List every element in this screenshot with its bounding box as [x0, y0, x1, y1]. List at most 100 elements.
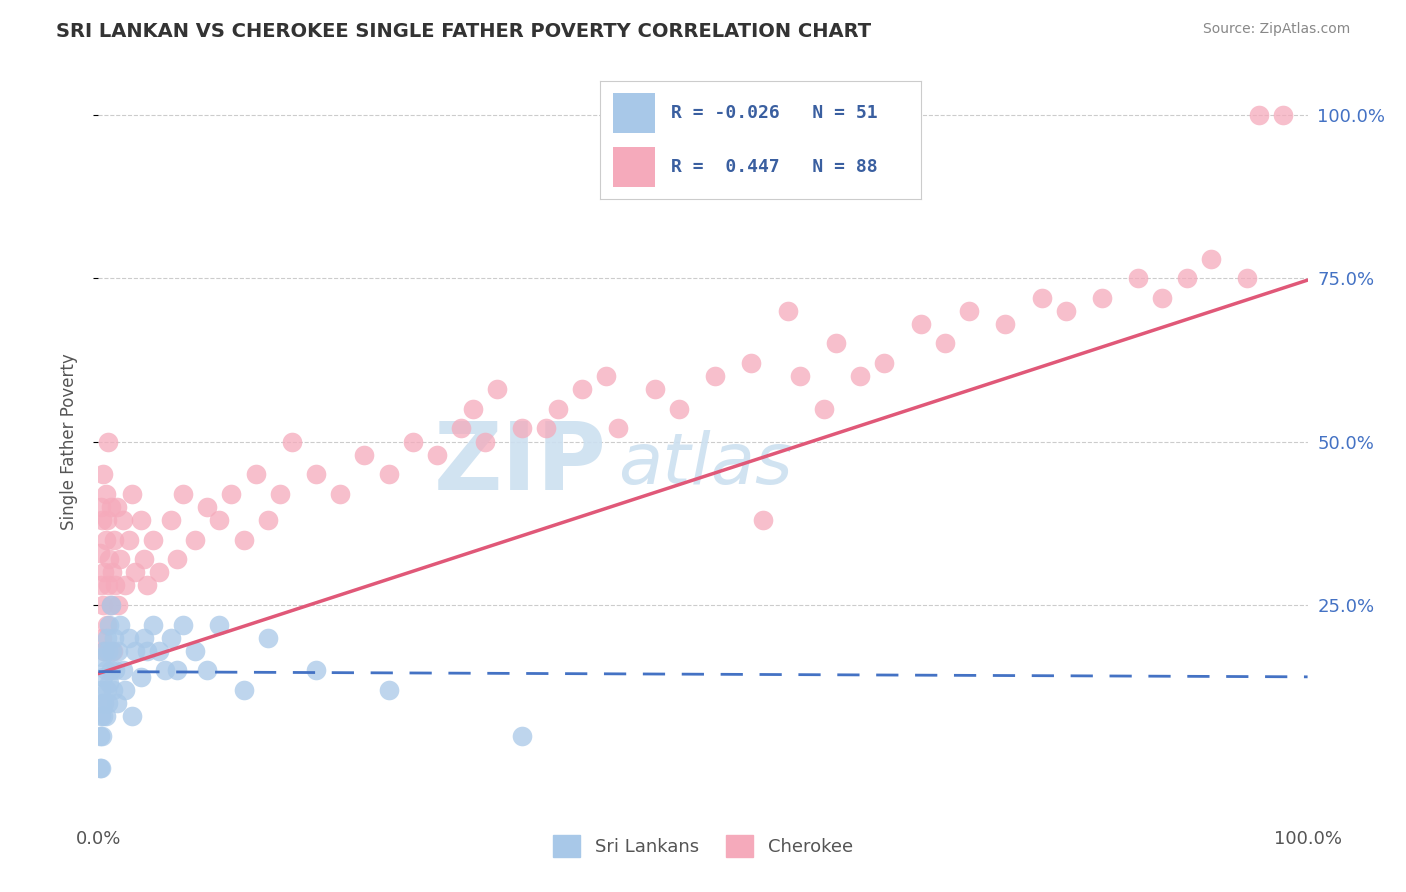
- Point: [160, 631, 183, 645]
- Point: [91, 513, 114, 527]
- Point: [105, 500, 128, 514]
- Point: [256, 513, 278, 527]
- Point: [89, 761, 111, 775]
- Point: [269, 487, 291, 501]
- Point: [98, 617, 121, 632]
- Point: [129, 513, 152, 527]
- Point: [1054, 303, 1077, 318]
- Point: [114, 682, 136, 697]
- Point: [94, 663, 117, 677]
- Point: [104, 663, 127, 677]
- Point: [134, 552, 156, 566]
- Point: [825, 336, 848, 351]
- Point: [93, 643, 115, 657]
- Point: [135, 643, 157, 657]
- Point: [172, 617, 194, 632]
- Point: [245, 467, 267, 482]
- Point: [668, 401, 690, 416]
- Point: [534, 421, 557, 435]
- Point: [486, 382, 509, 396]
- Point: [108, 617, 131, 632]
- Point: [377, 682, 399, 697]
- Point: [134, 631, 156, 645]
- Point: [98, 676, 121, 690]
- Point: [114, 578, 136, 592]
- Point: [90, 500, 112, 514]
- Point: [91, 650, 114, 665]
- Point: [105, 696, 128, 710]
- Point: [463, 401, 485, 416]
- Point: [184, 533, 207, 547]
- Point: [232, 533, 254, 547]
- Point: [474, 434, 496, 449]
- Point: [98, 552, 121, 566]
- Point: [103, 533, 125, 547]
- Point: [232, 682, 254, 697]
- Point: [100, 500, 122, 514]
- Point: [166, 663, 188, 677]
- Point: [740, 356, 762, 370]
- Point: [94, 487, 117, 501]
- Point: [1249, 108, 1271, 122]
- Point: [142, 533, 165, 547]
- Point: [91, 729, 114, 743]
- Point: [89, 546, 111, 560]
- Point: [195, 500, 218, 514]
- Point: [1175, 271, 1198, 285]
- Point: [353, 448, 375, 462]
- Point: [135, 578, 157, 592]
- Text: atlas: atlas: [619, 430, 793, 499]
- Point: [90, 761, 112, 775]
- Point: [121, 709, 143, 723]
- Point: [571, 382, 593, 396]
- Point: [595, 369, 617, 384]
- Point: [91, 598, 114, 612]
- Point: [402, 434, 425, 449]
- Point: [94, 533, 117, 547]
- Point: [607, 421, 630, 435]
- Point: [96, 631, 118, 645]
- Point: [208, 513, 231, 527]
- Point: [166, 552, 188, 566]
- Text: Source: ZipAtlas.com: Source: ZipAtlas.com: [1202, 22, 1350, 37]
- Point: [849, 369, 872, 384]
- Point: [107, 598, 129, 612]
- Point: [1236, 271, 1258, 285]
- Point: [90, 709, 112, 723]
- Point: [184, 643, 207, 657]
- Point: [111, 663, 134, 677]
- Point: [91, 670, 114, 684]
- Point: [957, 303, 980, 318]
- Point: [377, 467, 399, 482]
- Point: [256, 631, 278, 645]
- Point: [195, 663, 218, 677]
- Y-axis label: Single Father Poverty: Single Father Poverty: [59, 353, 77, 530]
- Point: [547, 401, 569, 416]
- Point: [129, 670, 152, 684]
- Point: [148, 566, 170, 580]
- Point: [644, 382, 666, 396]
- Point: [96, 513, 118, 527]
- Point: [450, 421, 472, 435]
- Point: [752, 513, 775, 527]
- Point: [91, 631, 114, 645]
- Point: [1199, 252, 1222, 266]
- Point: [704, 369, 727, 384]
- Point: [107, 643, 129, 657]
- Point: [1128, 271, 1150, 285]
- Point: [93, 643, 115, 657]
- Point: [100, 598, 122, 612]
- Point: [104, 578, 127, 592]
- Point: [89, 729, 111, 743]
- Point: [1031, 291, 1053, 305]
- Point: [124, 643, 146, 657]
- Point: [148, 643, 170, 657]
- Text: SRI LANKAN VS CHEROKEE SINGLE FATHER POVERTY CORRELATION CHART: SRI LANKAN VS CHEROKEE SINGLE FATHER POV…: [56, 22, 872, 41]
- Point: [1272, 108, 1295, 122]
- Point: [100, 663, 122, 677]
- Point: [100, 643, 122, 657]
- Point: [305, 467, 328, 482]
- Point: [91, 467, 114, 482]
- Point: [329, 487, 352, 501]
- Point: [97, 696, 120, 710]
